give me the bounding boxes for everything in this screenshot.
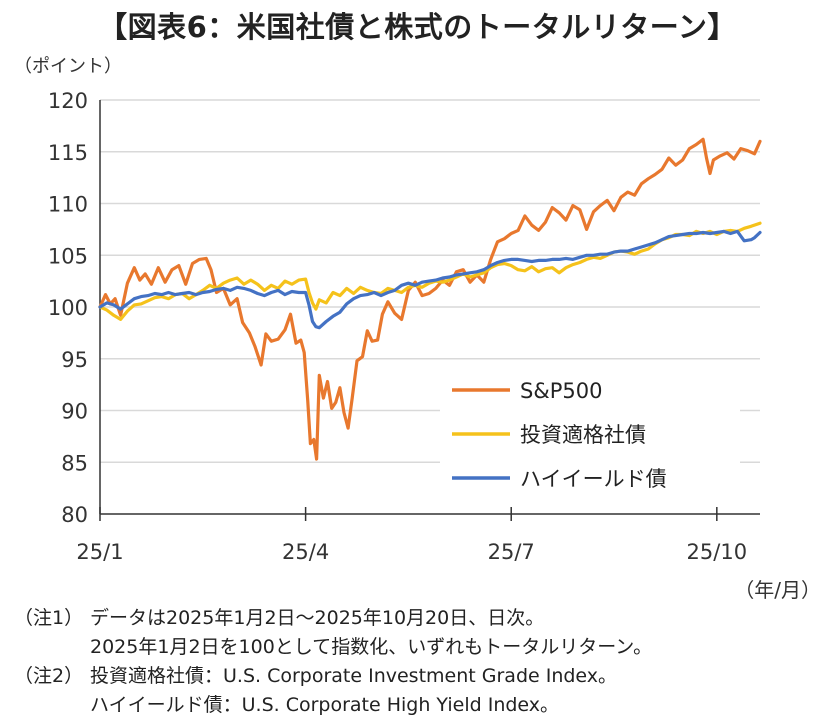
footnote-text: 投資適格社債：U.S. Corporate Investment Grade I… xyxy=(90,665,618,687)
series-line xyxy=(98,137,762,461)
y-tick-label: 120 xyxy=(48,89,88,113)
chart-title: 【図表6：米国社債と株式のトータルリターン】 xyxy=(98,10,737,44)
y-tick-label: 80 xyxy=(61,503,88,527)
legend-label: S&P500 xyxy=(520,379,602,403)
y-tick-label: 90 xyxy=(61,400,88,424)
y-tick-label: 110 xyxy=(48,193,88,217)
footnote-tag: （注1） xyxy=(14,607,84,629)
x-tick-label: 25/10 xyxy=(687,540,748,564)
footnote-1-continuation: 2025年1月2日を100として指数化、いずれもトータルリターン。 xyxy=(90,636,653,658)
footnote-text: データは2025年1月2日～2025年10月20日、日次。 xyxy=(90,607,545,629)
y-unit-label: （ポイント） xyxy=(14,56,122,77)
footnote-1: （注1） データは2025年1月2日～2025年10月20日、日次。 xyxy=(14,604,652,633)
y-tick-label: 95 xyxy=(61,348,88,372)
x-tick-label: 25/7 xyxy=(488,540,535,564)
series-line xyxy=(98,229,762,330)
y-tick-label: 85 xyxy=(61,451,88,475)
axes: 80 85 90 95 100 105 110 115 120 25/1 25/4 25/7 25/10 xyxy=(48,89,760,564)
y-tick-label: 105 xyxy=(48,244,88,268)
x-tick-label: 25/4 xyxy=(282,540,329,564)
legend-label: 投資適格社債 xyxy=(520,423,646,447)
series-lines xyxy=(98,137,762,461)
legend-label: ハイイールド債 xyxy=(520,467,667,491)
x-tick-label: 25/1 xyxy=(76,540,123,564)
x-unit-label: （年/月） xyxy=(734,578,821,602)
footnote-2: （注2） 投資適格社債：U.S. Corporate Investment Gr… xyxy=(14,662,652,691)
footnote-2-continuation: ハイイールド債：U.S. Corporate High Yield Index。 xyxy=(90,694,560,716)
footnote-tag: （注2） xyxy=(14,665,84,687)
y-tick-label: 100 xyxy=(48,296,88,320)
series-line xyxy=(98,221,762,321)
footnotes: （注1） データは2025年1月2日～2025年10月20日、日次。 2025年… xyxy=(14,604,652,720)
y-tick-label: 115 xyxy=(48,141,88,165)
